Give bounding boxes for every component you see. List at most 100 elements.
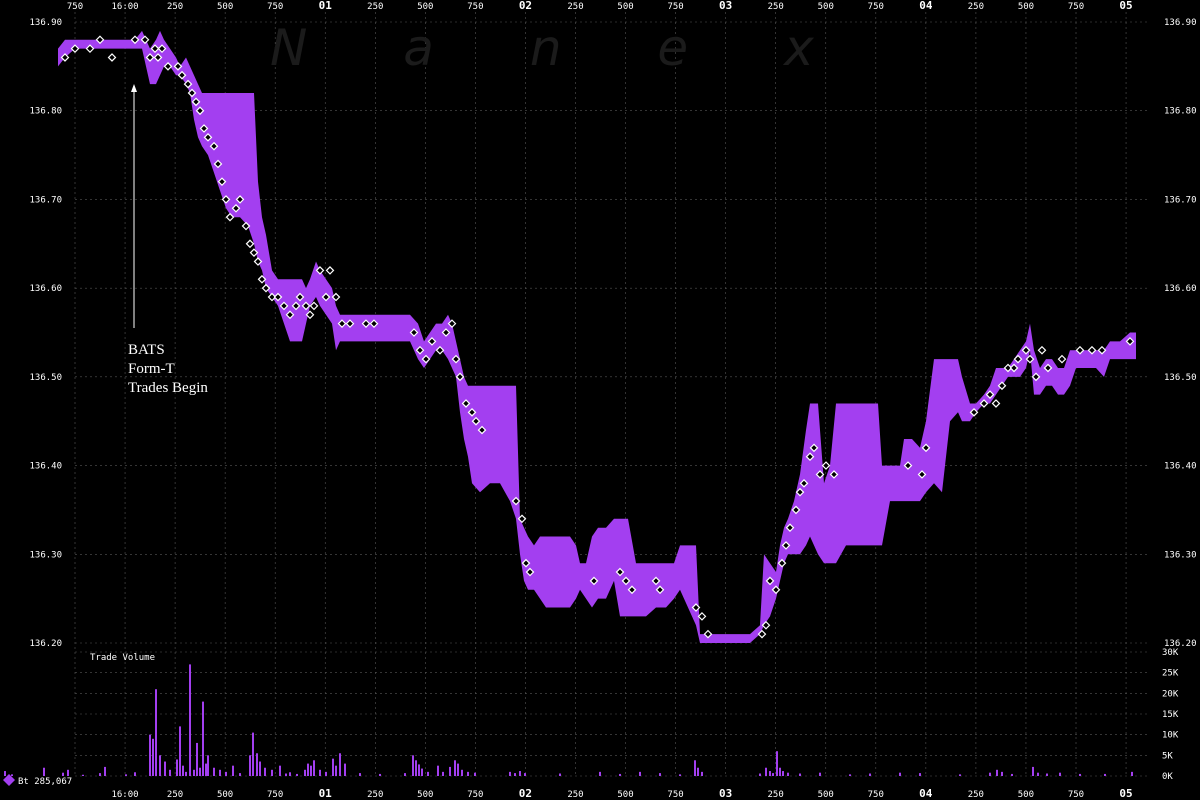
volume-bar — [519, 771, 521, 776]
volume-bar — [339, 753, 341, 776]
trade-marker — [471, 416, 481, 426]
annotation-line-1: BATS — [128, 342, 165, 358]
volume-bar — [4, 771, 6, 776]
annotation: BATS Form-T Trades Begin — [128, 84, 208, 396]
trade-marker — [107, 53, 117, 62]
trade-marker — [435, 345, 445, 355]
volume-bars — [4, 664, 1133, 776]
trade-marker — [985, 390, 995, 399]
volume-bar — [659, 773, 661, 776]
trade-marker — [589, 576, 599, 586]
trade-marker — [997, 381, 1007, 391]
trade-marker — [765, 576, 775, 586]
volume-bar — [325, 771, 327, 776]
volume-bar — [67, 769, 69, 776]
volume-bar — [1032, 766, 1034, 776]
trade-marker — [467, 407, 477, 417]
volume-bar — [169, 769, 171, 776]
volume-tick: 25K — [1162, 669, 1179, 679]
trade-marker — [477, 425, 487, 435]
trade-marker — [815, 470, 825, 479]
price-tick-right: 136.70 — [1164, 195, 1197, 205]
trade-markers — [60, 35, 1135, 639]
trade-marker — [157, 44, 167, 53]
price-tick-left: 136.60 — [29, 284, 62, 294]
volume-bar — [259, 761, 261, 776]
trade-marker — [521, 558, 531, 568]
time-tick-top: 250 — [367, 2, 383, 12]
trade-marker — [627, 585, 637, 595]
trade-marker — [651, 576, 661, 586]
time-tick-bottom: 750 — [467, 790, 483, 800]
volume-bar — [279, 765, 281, 776]
time-tick-top: 01 — [319, 0, 333, 12]
volume-bar — [418, 764, 420, 776]
time-tick-bottom: 02 — [519, 787, 532, 800]
trade-marker — [1043, 363, 1053, 373]
time-tick-bottom: 750 — [267, 790, 283, 800]
volume-bar — [782, 771, 784, 776]
time-tick-top: 250 — [768, 2, 784, 12]
volume-tick: 5K — [1162, 751, 1173, 761]
volume-bar — [467, 771, 469, 776]
volume-bar — [1046, 773, 1048, 776]
trade-marker — [781, 541, 791, 550]
time-tick-top: 750 — [467, 2, 483, 12]
time-tick-bottom: 250 — [768, 790, 784, 800]
volume-bar — [799, 773, 801, 776]
trade-marker — [60, 53, 70, 62]
volume-bar — [1011, 773, 1013, 776]
trade-marker — [1097, 345, 1107, 355]
trade-marker — [703, 629, 713, 639]
volume-bar — [313, 760, 315, 776]
price-tick-left: 136.70 — [29, 195, 62, 205]
trade-marker — [163, 62, 173, 71]
trade-marker — [615, 567, 625, 577]
quote-band-area — [58, 30, 1136, 643]
trade-marker — [285, 310, 295, 320]
volume-bar — [449, 766, 451, 776]
time-tick-bottom: 500 — [417, 790, 433, 800]
trade-marker — [791, 505, 801, 515]
trade-marker — [309, 301, 319, 311]
volume-bar — [152, 738, 154, 776]
volume-bar — [310, 765, 312, 776]
volume-bar — [524, 773, 526, 776]
time-tick-top: 04 — [919, 0, 933, 12]
annotation-line-2: Form-T — [128, 361, 175, 377]
trade-marker — [421, 354, 431, 364]
volume-bar — [619, 773, 621, 776]
trade-marker — [771, 585, 781, 595]
trade-marker — [1003, 363, 1013, 373]
volume-tick: 10K — [1162, 731, 1179, 741]
trade-marker — [799, 478, 809, 488]
trade-marker — [1021, 345, 1031, 355]
volume-bar — [304, 769, 306, 776]
volume-bar — [421, 768, 423, 776]
price-tick-right: 136.20 — [1164, 639, 1197, 649]
volume-bar — [155, 689, 157, 776]
time-tick-top: 02 — [519, 0, 532, 12]
trade-marker — [785, 523, 795, 533]
trade-marker — [245, 239, 255, 249]
trade-marker — [795, 487, 805, 497]
volume-bar — [307, 763, 309, 776]
volume-bar — [454, 760, 456, 776]
trade-marker — [525, 567, 535, 577]
trade-marker — [461, 399, 471, 408]
quote-band — [58, 30, 1136, 643]
volume-bar — [415, 760, 417, 776]
volume-legend: Bt 285,067 — [18, 777, 72, 787]
price-tick-left: 136.50 — [29, 373, 62, 383]
volume-bar — [989, 772, 991, 776]
volume-bar — [199, 767, 201, 776]
trade-marker — [213, 159, 223, 169]
volume-bar — [996, 769, 998, 776]
trade-marker — [777, 558, 787, 568]
volume-bar — [202, 701, 204, 776]
volume-bar — [134, 772, 136, 776]
time-tick-top: 250 — [968, 2, 984, 12]
trade-marker — [150, 44, 160, 53]
trade-marker — [921, 443, 931, 453]
time-tick-top: 500 — [417, 2, 433, 12]
